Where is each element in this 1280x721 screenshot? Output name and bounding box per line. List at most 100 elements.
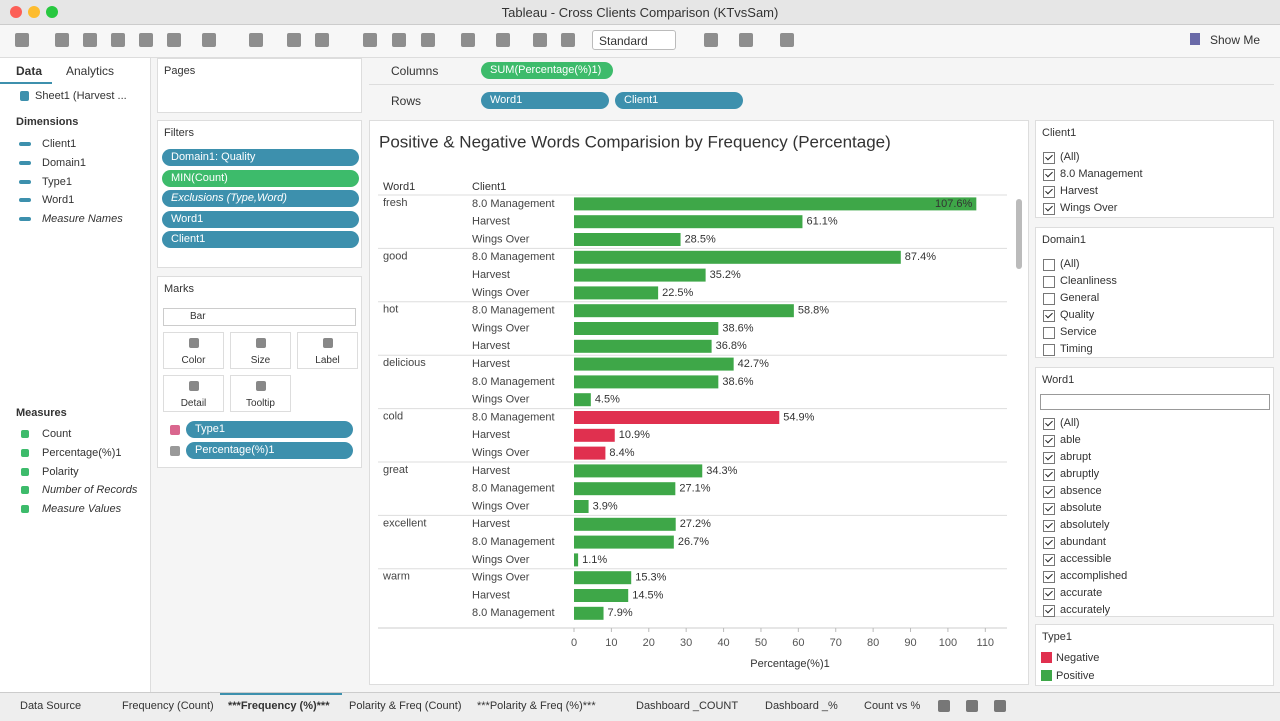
filter-pill[interactable]: MIN(Count) [162,169,359,187]
minimize-button[interactable] [28,6,40,18]
show-me-button[interactable]: Show Me [1210,33,1261,47]
checkbox[interactable] [1043,571,1055,583]
filter-option[interactable]: abrupt [1060,451,1092,463]
toolbar-icon[interactable] [55,33,69,47]
checkbox[interactable] [1043,554,1055,566]
checkbox[interactable] [1043,310,1055,322]
checkbox[interactable] [1043,452,1055,464]
dimension-field[interactable]: Client1 [42,138,77,150]
rows-pill[interactable]: Client1 [615,92,743,109]
marks-button[interactable]: Tooltip [230,375,291,412]
view-mode-dropdown[interactable]: Standard [592,30,676,50]
dimension-field[interactable]: Word1 [42,194,75,207]
toolbar-icon[interactable] [315,33,329,47]
marks-field-pill[interactable]: Type1 [186,421,353,438]
toolbar-icon[interactable] [167,33,181,47]
checkbox[interactable] [1043,486,1055,498]
toolbar-icon[interactable] [780,33,794,47]
checkbox[interactable] [1043,605,1055,617]
filter-option[interactable]: accurately [1060,604,1111,616]
toolbar-icon[interactable] [739,33,753,47]
filter-option[interactable]: (All) [1060,417,1080,429]
measure-field[interactable]: Measure Values [42,503,122,516]
checkbox[interactable] [1043,293,1055,305]
filter-pill[interactable]: Exclusions (Type,Word) [162,190,359,207]
filter-option[interactable]: (All) [1060,151,1080,163]
toolbar-icon[interactable] [561,33,575,47]
filter-option[interactable]: Wings Over [1060,202,1118,214]
word-search-input[interactable] [1040,394,1270,410]
sheet-tab[interactable]: Dashboard _COUNT [636,700,739,712]
checkbox[interactable] [1043,503,1055,515]
measure-field[interactable]: Percentage(%)1 [42,446,122,459]
mark-type-dropdown[interactable]: Bar [163,308,356,326]
toolbar-icon[interactable] [421,33,435,47]
checkbox[interactable] [1043,537,1055,549]
checkbox[interactable] [1043,169,1055,181]
dimension-field[interactable]: Domain1 [42,156,87,169]
filter-option[interactable]: Quality [1060,309,1095,321]
filter-option[interactable]: accomplished [1060,570,1128,582]
checkbox[interactable] [1043,186,1055,198]
toolbar-icon[interactable] [287,33,301,47]
sidebar-tab[interactable]: Analytics [66,64,115,78]
marks-button[interactable]: Size [230,332,291,369]
toolbar-icon[interactable] [15,33,29,47]
new-sheet-button[interactable] [966,700,978,712]
filter-pill[interactable]: Domain1: Quality [162,149,359,166]
measure-field[interactable]: Count [42,428,72,440]
toolbar-icon[interactable] [496,33,510,47]
filter-pill[interactable]: Word1 [162,210,359,228]
measure-field[interactable]: Polarity [42,465,79,478]
data-source[interactable]: Sheet1 (Harvest ... [35,90,127,102]
filter-option[interactable]: (All) [1060,258,1080,270]
checkbox[interactable] [1043,418,1055,430]
toolbar-icon[interactable] [704,33,718,47]
toolbar-icon[interactable] [392,33,406,47]
filter-option[interactable]: Service [1060,326,1097,338]
maximize-button[interactable] [46,6,58,18]
toolbar-icon[interactable] [139,33,153,47]
sheet-tab[interactable]: Data Source [20,700,82,712]
marks-button[interactable]: Label [297,332,358,369]
marks-button[interactable]: Detail [163,375,224,412]
toolbar-icon[interactable] [202,33,216,47]
checkbox[interactable] [1043,327,1055,339]
filter-option[interactable]: Harvest [1060,185,1098,197]
rows-pill[interactable]: Word1 [481,92,609,109]
toolbar-icon[interactable] [111,33,125,47]
checkbox[interactable] [1043,520,1055,532]
sheet-tab[interactable]: Polarity & Freq (Count) [349,700,462,712]
checkbox[interactable] [1043,152,1055,164]
checkbox[interactable] [1043,344,1055,356]
new-sheet-button[interactable] [994,700,1006,712]
dimension-field[interactable]: Measure Names [42,213,123,226]
filter-option[interactable]: absolutely [1060,519,1110,531]
toolbar-icon[interactable] [533,33,547,47]
sheet-tab[interactable]: Frequency (Count) [122,700,214,712]
filter-pill[interactable]: Client1 [162,231,359,248]
filter-option[interactable]: accessible [1060,553,1112,565]
filter-option[interactable]: abundant [1060,536,1106,548]
filter-option[interactable]: 8.0 Management [1060,168,1143,180]
sheet-tab[interactable]: Count vs % [864,700,921,712]
checkbox[interactable] [1043,588,1055,600]
filter-option[interactable]: abruptly [1060,468,1100,480]
marks-field-pill[interactable]: Percentage(%)1 [186,441,353,459]
filter-option[interactable]: able [1060,434,1081,446]
filter-option[interactable]: Timing [1060,343,1093,355]
columns-pill[interactable]: SUM(Percentage(%)1) [481,62,613,79]
filter-option[interactable]: General [1060,292,1100,304]
new-sheet-button[interactable] [938,700,950,712]
dimension-field[interactable]: Type1 [42,175,72,188]
filter-option[interactable]: absence [1060,485,1102,497]
sidebar-tab[interactable]: Data [16,64,43,78]
measure-field[interactable]: Number of Records [42,484,138,497]
close-button[interactable] [10,6,22,18]
filter-option[interactable]: Cleanliness [1060,275,1117,287]
marks-button[interactable]: Color [163,332,224,369]
checkbox[interactable] [1043,435,1055,447]
toolbar-icon[interactable] [249,33,263,47]
checkbox[interactable] [1043,469,1055,481]
filter-option[interactable]: absolute [1060,502,1102,514]
